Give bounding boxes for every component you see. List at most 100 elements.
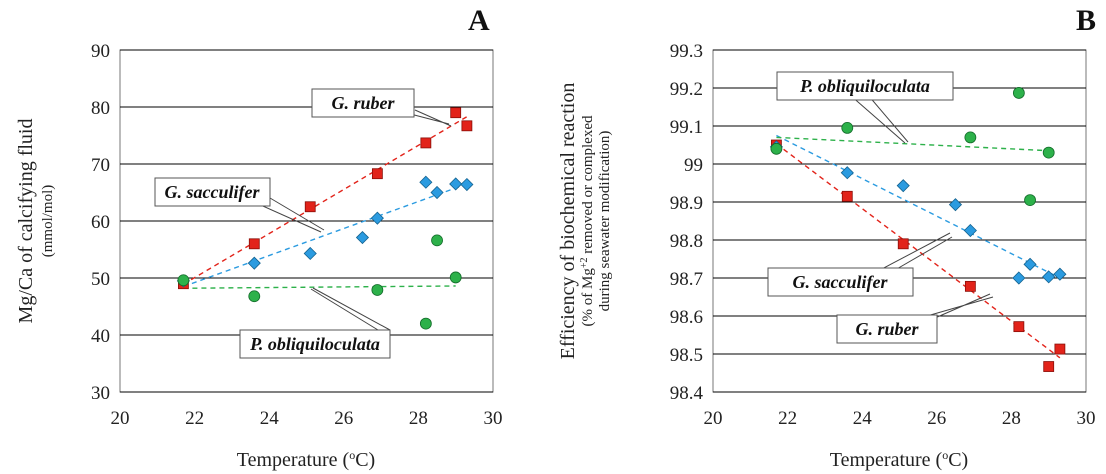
panel-b-point-g-ruber xyxy=(964,280,976,292)
panel-b-point-g-sacculifer xyxy=(1042,270,1056,284)
panel-b-point-g-ruber xyxy=(897,238,909,250)
panel-a-x-ticks: 20 22 24 26 28 30 xyxy=(111,408,503,429)
panel-a-y-tick-label: 40 xyxy=(91,326,110,347)
panel-b-y-axis-label: Efficiency of biochemical reaction xyxy=(557,83,579,360)
panel-a-y-tick-label: 50 xyxy=(91,269,110,290)
panel-a-y-ticks: 30 40 50 60 70 80 90 xyxy=(91,41,110,404)
panel-a-x-axis-label: Temperature (oC) xyxy=(237,448,375,471)
panel-b-y-tick-label: 98.9 xyxy=(670,193,703,214)
panel-a-point-p-obliquiloculata xyxy=(419,317,432,330)
panel-b-point-g-sacculifer xyxy=(963,223,977,238)
panel-a-y-axis-sublabel: (mmol/mol) xyxy=(40,185,56,258)
panel-b-point-g-ruber xyxy=(1054,343,1066,355)
panel-a-point-g-sacculifer xyxy=(419,175,433,189)
panel-b-leader-g-ruber xyxy=(919,293,994,319)
panel-b-x-axis-label: Temperature (oC) xyxy=(830,448,968,471)
panel-b-callout-g-ruber: G. ruber xyxy=(855,319,919,339)
panel-b-point-p-obliquiloculata xyxy=(1024,194,1036,207)
panel-b-leader-p-obliquiloculata xyxy=(849,94,909,144)
panel-b-point-g-ruber xyxy=(1013,321,1025,333)
panel-a-callout-box-g-sacculifer xyxy=(154,177,271,207)
panel-a-x-tick-label: 28 xyxy=(409,408,428,429)
panel-b-y-tick-label: 98.8 xyxy=(670,231,703,252)
panel-a-x-tick-label: 22 xyxy=(185,408,204,429)
panel-b-x-ticks: 20 22 24 26 28 30 xyxy=(704,408,1096,429)
panel-a-callout-p-obliquiloculata: P. obliquiloculata xyxy=(249,334,380,354)
panel-b-callout-p-obliquiloculata: P. obliquiloculata xyxy=(799,76,930,96)
panel-b-callout-g-sacculifer: G. sacculifer xyxy=(793,272,889,292)
panel-b-callout-box-p-obliquiloculata xyxy=(776,71,954,101)
panel-b-trendlines xyxy=(775,134,1061,359)
panel-a-point-p-obliquiloculata xyxy=(371,284,384,296)
panel-a-point-g-ruber xyxy=(450,107,462,119)
panel-a-point-p-obliquiloculata xyxy=(177,274,190,287)
panel-b-y-tick-label: 99.2 xyxy=(670,79,703,100)
panel-b-point-p-obliquiloculata xyxy=(841,122,854,134)
panel-b-y-axis-sublabel-1: (% of Mg+2 removed or complexed xyxy=(579,115,597,327)
panel-a-callout-box-g-ruber xyxy=(311,88,415,118)
panel-b: 98.4 98.5 98.6 98.7 98.8 98.9 99 99.1 99.2 99.3 2… xyxy=(557,4,1096,471)
panel-b-x-tick-label: 22 xyxy=(778,408,797,429)
panel-a-x-tick-label: 20 xyxy=(111,408,130,429)
panel-a-callout-box-p-obliquiloculata xyxy=(239,329,391,359)
panel-b-point-p-obliquiloculata xyxy=(964,131,977,144)
panel-b-x-tick-label: 24 xyxy=(853,408,873,429)
panel-a-point-g-ruber xyxy=(248,238,260,250)
panel-a-point-g-ruber xyxy=(461,120,473,132)
panel-b-y-tick-label: 99 xyxy=(684,155,703,176)
panel-b-x-tick-label: 28 xyxy=(1002,408,1021,429)
panel-b-point-g-sacculifer xyxy=(840,166,854,180)
panel-b-x-tick-label: 20 xyxy=(704,408,723,429)
panel-b-point-g-sacculifer xyxy=(948,198,963,212)
panel-b-point-g-sacculifer xyxy=(1012,271,1026,285)
panel-b-point-g-sacculifer xyxy=(896,179,910,193)
panel-a-x-tick-label: 30 xyxy=(484,408,503,429)
panel-b-x-tick-label: 26 xyxy=(927,408,946,429)
panel-b-y-tick-label: 98.6 xyxy=(670,307,703,328)
panel-a-point-g-ruber xyxy=(371,168,383,180)
panel-a-point-p-obliquiloculata xyxy=(248,290,261,303)
panel-a-point-g-sacculifer xyxy=(430,185,444,200)
panel-b-x-tick-label: 30 xyxy=(1077,408,1096,429)
panel-a-points xyxy=(176,107,474,330)
panel-a-y-tick-label: 60 xyxy=(91,212,110,233)
panel-b-point-p-obliquiloculata xyxy=(1012,87,1025,99)
panel-b-point-g-sacculifer xyxy=(1053,267,1067,281)
panel-a-x-tick-label: 24 xyxy=(260,408,280,429)
panel-b-leader-g-sacculifer xyxy=(879,232,953,271)
panel-a-point-g-sacculifer xyxy=(303,246,317,261)
panel-b-letter: B xyxy=(1076,4,1096,37)
panel-b-y-ticks: 98.4 98.5 98.6 98.7 98.8 98.9 99 99.1 99.2 99.3 xyxy=(670,41,704,404)
panel-b-y-tick-label: 98.4 xyxy=(670,383,704,404)
panel-b-point-g-sacculifer xyxy=(1023,257,1037,271)
panel-a-callout-g-sacculifer: G. sacculifer xyxy=(165,182,261,202)
panel-b-trendline-p-obliquiloculata xyxy=(776,136,1049,152)
panel-a-point-g-ruber xyxy=(420,137,432,149)
panel-a-leader-p-obliquiloculata xyxy=(310,287,391,331)
panel-a-y-axis-label: Mg/Ca of calcifying fluid xyxy=(15,119,37,324)
panel-a-point-g-sacculifer xyxy=(460,177,474,192)
panel-a: 30 40 50 60 70 80 90 20 22 24 26 28 30 A Temperatur… xyxy=(15,4,503,471)
panel-b-point-g-ruber xyxy=(1043,361,1055,372)
panel-a-point-p-obliquiloculata xyxy=(431,234,443,247)
panel-b-callout-box-g-ruber xyxy=(836,314,938,344)
panel-a-x-tick-label: 26 xyxy=(334,408,353,429)
panel-a-trendlines xyxy=(183,116,468,289)
panel-b-y-axis-sublabel-2: during seawater modification) xyxy=(597,131,613,312)
panel-a-point-g-sacculifer xyxy=(370,211,384,225)
panel-b-trendline-g-sacculifer xyxy=(776,134,1061,279)
panel-a-y-tick-label: 90 xyxy=(91,41,110,62)
panel-a-point-g-sacculifer xyxy=(247,256,261,270)
panel-b-callout-box-g-sacculifer xyxy=(767,267,914,297)
panel-b-y-tick-label: 98.7 xyxy=(670,269,703,290)
panel-b-point-p-obliquiloculata xyxy=(1042,146,1055,159)
panel-a-trendline-g-ruber xyxy=(183,116,468,285)
panel-a-gridlines xyxy=(120,49,493,393)
panel-b-point-g-ruber xyxy=(841,190,853,202)
panel-a-y-tick-label: 80 xyxy=(91,98,110,119)
panel-a-point-g-sacculifer xyxy=(355,230,370,245)
panel-a-y-tick-label: 30 xyxy=(91,383,110,404)
panel-a-callout-g-ruber: G. ruber xyxy=(331,93,395,113)
panel-b-y-tick-label: 98.5 xyxy=(670,345,703,366)
